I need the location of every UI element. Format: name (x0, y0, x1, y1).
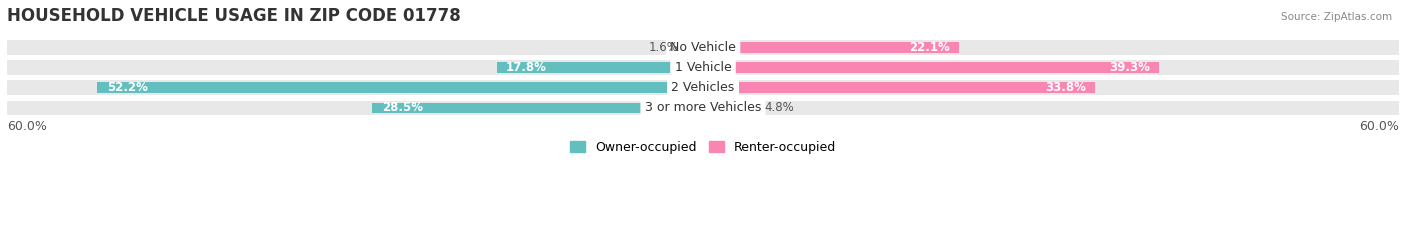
Text: Source: ZipAtlas.com: Source: ZipAtlas.com (1281, 12, 1392, 22)
Text: 2 Vehicles: 2 Vehicles (672, 81, 734, 94)
Text: 33.8%: 33.8% (1045, 81, 1085, 94)
Text: 1 Vehicle: 1 Vehicle (675, 61, 731, 74)
Text: No Vehicle: No Vehicle (671, 41, 735, 54)
Legend: Owner-occupied, Renter-occupied: Owner-occupied, Renter-occupied (565, 136, 841, 159)
Bar (7, 40, 703, 55)
Text: 17.8%: 17.8% (506, 61, 547, 74)
Bar (703, 82, 1095, 93)
Bar (703, 40, 1399, 55)
Text: 28.5%: 28.5% (381, 101, 423, 114)
Text: 39.3%: 39.3% (1109, 61, 1150, 74)
Bar (373, 103, 703, 113)
Bar (7, 60, 703, 75)
Bar (703, 62, 1159, 73)
Bar (685, 42, 703, 53)
Text: HOUSEHOLD VEHICLE USAGE IN ZIP CODE 01778: HOUSEHOLD VEHICLE USAGE IN ZIP CODE 0177… (7, 7, 461, 25)
Bar (703, 42, 959, 53)
Text: 60.0%: 60.0% (7, 120, 46, 133)
Bar (496, 62, 703, 73)
Text: 60.0%: 60.0% (1360, 120, 1399, 133)
Bar (7, 80, 703, 95)
Bar (703, 103, 759, 113)
Bar (97, 82, 703, 93)
Bar (703, 80, 1399, 95)
Text: 3 or more Vehicles: 3 or more Vehicles (645, 101, 761, 114)
Text: 1.6%: 1.6% (648, 41, 679, 54)
Text: 22.1%: 22.1% (910, 41, 950, 54)
Text: 52.2%: 52.2% (107, 81, 148, 94)
Bar (703, 60, 1399, 75)
Bar (703, 101, 1399, 115)
Text: 4.8%: 4.8% (765, 101, 794, 114)
Bar (7, 101, 703, 115)
